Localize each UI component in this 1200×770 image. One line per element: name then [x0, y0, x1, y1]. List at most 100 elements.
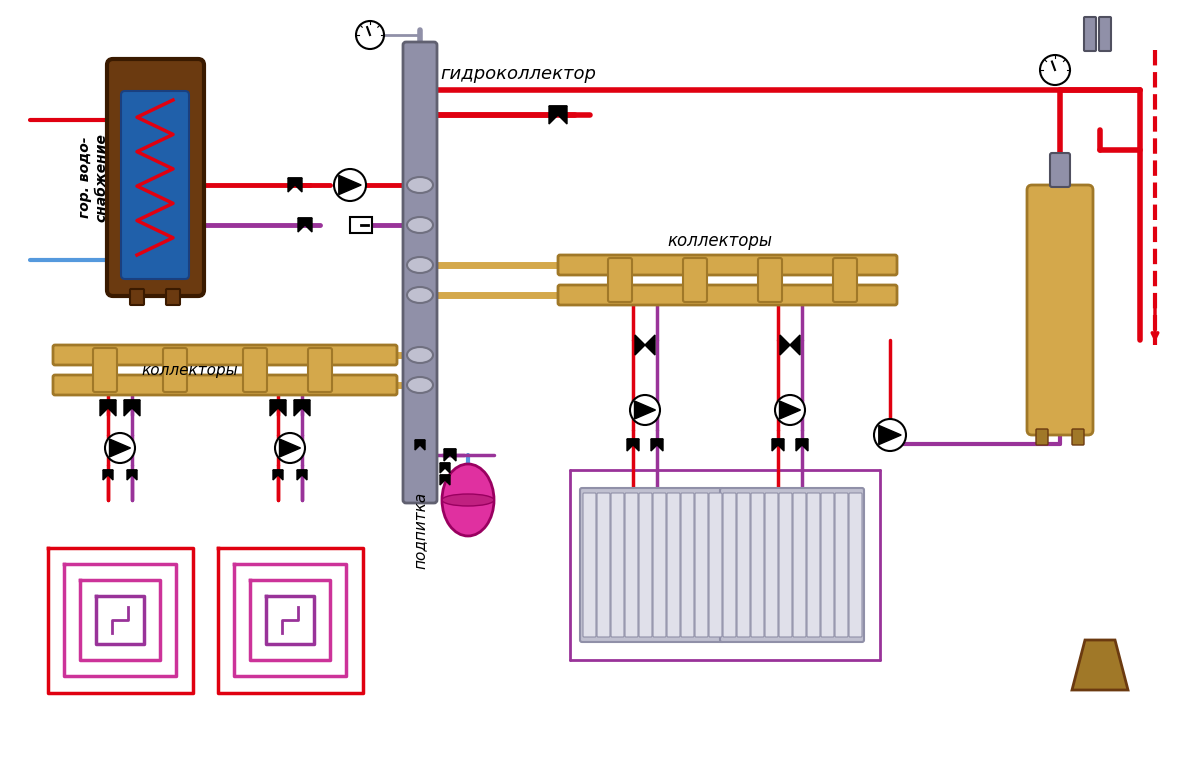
FancyBboxPatch shape	[821, 493, 834, 637]
FancyBboxPatch shape	[558, 285, 896, 305]
FancyBboxPatch shape	[350, 217, 372, 233]
Text: гидроколлектор: гидроколлектор	[440, 65, 596, 83]
Polygon shape	[298, 470, 307, 480]
FancyBboxPatch shape	[53, 345, 397, 365]
FancyBboxPatch shape	[130, 289, 144, 305]
Polygon shape	[1072, 640, 1128, 690]
FancyBboxPatch shape	[653, 493, 666, 637]
Polygon shape	[548, 106, 566, 124]
Polygon shape	[109, 439, 131, 457]
FancyBboxPatch shape	[667, 493, 680, 637]
Polygon shape	[298, 218, 312, 232]
FancyBboxPatch shape	[683, 258, 707, 302]
FancyBboxPatch shape	[758, 258, 782, 302]
FancyBboxPatch shape	[1027, 185, 1093, 435]
Polygon shape	[878, 425, 901, 444]
Polygon shape	[103, 470, 113, 480]
Polygon shape	[280, 439, 300, 457]
Polygon shape	[298, 218, 312, 232]
Text: коллекторы: коллекторы	[142, 363, 239, 377]
FancyBboxPatch shape	[608, 258, 632, 302]
Circle shape	[874, 419, 906, 451]
FancyBboxPatch shape	[709, 493, 722, 637]
Polygon shape	[270, 400, 286, 416]
Polygon shape	[100, 400, 116, 416]
FancyBboxPatch shape	[163, 348, 187, 392]
Polygon shape	[626, 439, 638, 451]
FancyBboxPatch shape	[766, 493, 778, 637]
FancyBboxPatch shape	[779, 493, 792, 637]
Polygon shape	[440, 475, 450, 485]
Polygon shape	[796, 439, 808, 451]
FancyBboxPatch shape	[833, 258, 857, 302]
Ellipse shape	[407, 177, 433, 193]
Polygon shape	[298, 470, 307, 480]
FancyBboxPatch shape	[94, 348, 118, 392]
Polygon shape	[772, 439, 784, 451]
FancyBboxPatch shape	[806, 493, 820, 637]
Polygon shape	[650, 439, 662, 451]
Circle shape	[275, 433, 305, 463]
FancyBboxPatch shape	[835, 493, 848, 637]
Polygon shape	[440, 463, 450, 473]
Polygon shape	[103, 470, 113, 480]
Polygon shape	[415, 440, 425, 450]
Polygon shape	[646, 335, 655, 355]
Polygon shape	[270, 400, 286, 416]
Text: коллекторы: коллекторы	[667, 232, 773, 250]
Polygon shape	[288, 178, 302, 192]
FancyBboxPatch shape	[848, 493, 862, 637]
FancyBboxPatch shape	[722, 493, 736, 637]
FancyBboxPatch shape	[580, 488, 724, 642]
Polygon shape	[288, 178, 302, 192]
Polygon shape	[626, 439, 638, 451]
Polygon shape	[338, 176, 361, 195]
FancyBboxPatch shape	[244, 348, 266, 392]
FancyBboxPatch shape	[638, 493, 652, 637]
Polygon shape	[100, 400, 116, 416]
FancyBboxPatch shape	[1099, 17, 1111, 51]
Text: гор. водо-
снабжение: гор. водо- снабжение	[78, 133, 108, 222]
Polygon shape	[294, 400, 310, 416]
Polygon shape	[650, 439, 662, 451]
FancyBboxPatch shape	[611, 493, 624, 637]
Polygon shape	[635, 401, 655, 419]
Ellipse shape	[442, 494, 494, 506]
FancyBboxPatch shape	[751, 493, 764, 637]
Ellipse shape	[442, 464, 494, 536]
Polygon shape	[444, 449, 456, 461]
Polygon shape	[635, 335, 646, 355]
FancyBboxPatch shape	[121, 91, 190, 279]
FancyBboxPatch shape	[1050, 153, 1070, 187]
Polygon shape	[124, 400, 140, 416]
Polygon shape	[796, 439, 808, 451]
FancyBboxPatch shape	[625, 493, 638, 637]
FancyBboxPatch shape	[1084, 17, 1096, 51]
FancyBboxPatch shape	[1072, 429, 1084, 445]
Polygon shape	[294, 400, 310, 416]
Circle shape	[106, 433, 136, 463]
Polygon shape	[790, 335, 800, 355]
FancyBboxPatch shape	[107, 59, 204, 296]
Polygon shape	[780, 335, 790, 355]
FancyBboxPatch shape	[720, 488, 864, 642]
Ellipse shape	[407, 377, 433, 393]
Circle shape	[356, 21, 384, 49]
FancyBboxPatch shape	[596, 493, 610, 637]
Ellipse shape	[407, 347, 433, 363]
Circle shape	[1040, 55, 1070, 85]
Polygon shape	[440, 475, 450, 485]
Polygon shape	[415, 440, 425, 450]
Polygon shape	[127, 470, 137, 480]
Polygon shape	[124, 400, 140, 416]
Ellipse shape	[407, 217, 433, 233]
Polygon shape	[274, 470, 283, 480]
Polygon shape	[780, 401, 800, 419]
Polygon shape	[772, 439, 784, 451]
FancyBboxPatch shape	[695, 493, 708, 637]
Circle shape	[334, 169, 366, 201]
Ellipse shape	[407, 257, 433, 273]
Circle shape	[775, 395, 805, 425]
FancyBboxPatch shape	[558, 255, 896, 275]
FancyBboxPatch shape	[737, 493, 750, 637]
